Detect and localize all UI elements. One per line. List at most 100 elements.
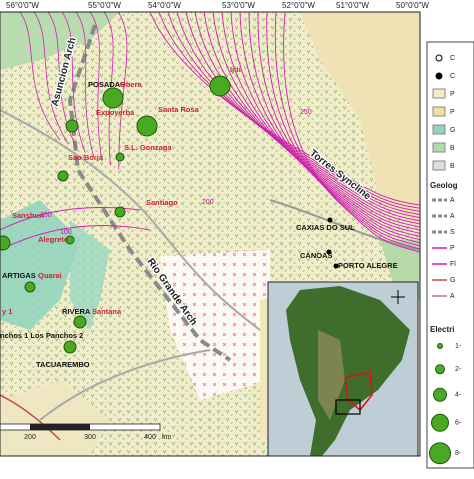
scale-label: 400 xyxy=(144,434,156,441)
arch-axis xyxy=(67,24,232,362)
legend-label: P xyxy=(450,91,455,98)
longitude-label: 51°0'0"W xyxy=(336,1,369,10)
legend-heading: Geolog xyxy=(430,181,458,190)
study-outline xyxy=(344,371,373,412)
longitude-label: 53°0'0"W xyxy=(222,1,255,10)
north-arrow xyxy=(391,290,405,304)
legend-label: 1- xyxy=(455,343,462,350)
graticule-strip xyxy=(0,0,474,12)
legend-symbol xyxy=(435,72,443,80)
town-label: S.L. Gonzaga xyxy=(124,143,172,152)
legend-label: B xyxy=(450,145,455,152)
legend-label: 6- xyxy=(455,420,462,427)
city-label: CANOAS xyxy=(300,251,333,260)
contour-line xyxy=(19,12,61,141)
town-label: Ijui xyxy=(230,65,241,74)
geology-unit xyxy=(0,200,80,330)
town-label: Sanshuri xyxy=(12,211,44,220)
legend-symbol xyxy=(435,54,443,62)
city-dot xyxy=(327,217,333,223)
longitude-label: 56°0'0"W xyxy=(6,1,39,10)
legend-label: P xyxy=(450,245,455,252)
fault xyxy=(0,109,261,331)
geology-unit xyxy=(0,12,120,70)
town-label: Santana xyxy=(92,307,122,316)
legend-label: 8- xyxy=(455,450,462,457)
contour-label: 100 xyxy=(60,229,72,236)
town-label: Alegrete xyxy=(38,235,68,244)
legend-symbol xyxy=(437,343,443,349)
isopach-contours xyxy=(0,12,420,253)
legend-label: G xyxy=(450,127,455,134)
town-label: Santa Rosa xyxy=(158,105,200,114)
town-label: Quarai xyxy=(38,271,62,280)
site-circle xyxy=(115,152,125,162)
legend-label: 4- xyxy=(455,392,462,399)
contour-line xyxy=(103,12,114,166)
legend-label: C xyxy=(450,55,455,62)
legend-symbol xyxy=(433,387,447,402)
fault xyxy=(269,199,420,251)
city-label: CAXIAS DO SUL xyxy=(296,223,355,232)
city-label: TACUAREMBO xyxy=(36,360,90,369)
site-circle xyxy=(63,340,77,354)
legend-label: P xyxy=(450,109,455,116)
contour-line xyxy=(89,12,103,162)
city-label: ARTIGAS xyxy=(2,271,36,280)
legend-frame xyxy=(426,41,474,469)
site-circle xyxy=(57,170,69,182)
legend-label: A xyxy=(450,213,455,220)
legend-heading: Electri xyxy=(430,325,454,334)
site-circle xyxy=(73,315,87,329)
legend-label: S xyxy=(450,229,455,236)
contour-line xyxy=(176,12,420,215)
site-circle xyxy=(114,206,126,218)
contour-line xyxy=(61,12,86,153)
contour-line xyxy=(149,12,420,206)
town-label: Sao Borja xyxy=(68,153,104,162)
geology-unit xyxy=(300,12,420,230)
longitude-label: 55°0'0"W xyxy=(88,1,121,10)
site-circle xyxy=(209,75,231,97)
city-dot xyxy=(326,249,332,255)
legend-swatch xyxy=(432,88,446,99)
longitude-label: 50°0'0"W xyxy=(396,1,429,10)
contour-line xyxy=(283,12,420,253)
contour-line xyxy=(167,12,420,212)
legend-label: A xyxy=(450,197,455,204)
city-label: nchos 1 Los Panchos 2 xyxy=(0,331,83,340)
terrain xyxy=(318,330,345,420)
study-box xyxy=(335,399,361,415)
town-label: Santiago xyxy=(146,198,178,207)
contour-line xyxy=(0,225,151,251)
legend-symbol xyxy=(429,442,451,465)
city-dot xyxy=(333,263,339,269)
contour-line xyxy=(33,12,69,145)
legend-label: G xyxy=(450,277,455,284)
site-circle xyxy=(65,119,79,133)
geology-unit xyxy=(0,380,110,456)
sounding-sites xyxy=(0,75,231,354)
geology-unit xyxy=(160,250,270,400)
inset-map xyxy=(267,281,419,456)
geology-unit xyxy=(70,220,110,330)
city-label: PORTO ALEGRE xyxy=(338,261,398,270)
legend-label: C xyxy=(450,73,455,80)
site-circle xyxy=(102,87,124,109)
legend-symbol xyxy=(435,364,445,375)
site-circle xyxy=(136,115,158,137)
continent xyxy=(286,286,410,456)
scale-label: 200 xyxy=(24,434,36,441)
legend-swatch xyxy=(432,106,446,117)
town-label: Obera xyxy=(120,80,143,89)
city-label: RIVERA xyxy=(62,307,91,316)
city-label: POSADAS xyxy=(88,80,125,89)
site-circle xyxy=(0,235,11,251)
contour-line xyxy=(221,12,420,231)
contour-line xyxy=(117,12,128,170)
scale-bar-segment xyxy=(30,424,90,430)
legend-swatch xyxy=(432,142,446,153)
boundary xyxy=(0,394,61,441)
contour-label: 250 xyxy=(300,109,312,116)
town-label: Expoyerba xyxy=(96,108,135,117)
